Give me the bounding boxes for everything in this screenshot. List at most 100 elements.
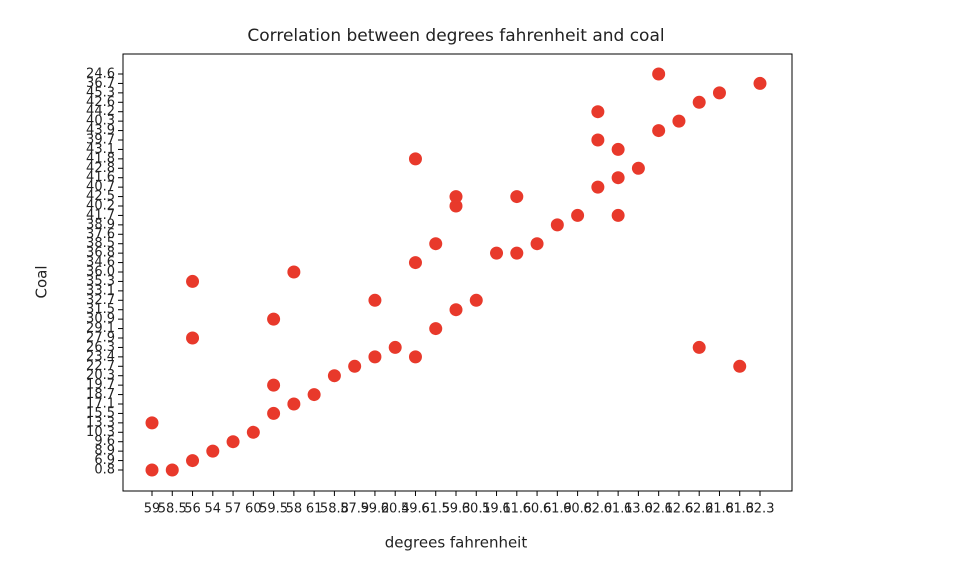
y-tick-label: 40.7 (86, 180, 115, 195)
y-tick-label: 10.3 (86, 425, 115, 440)
x-tick-label: 57 (225, 502, 242, 517)
point (327, 369, 341, 383)
point (186, 274, 200, 288)
x-tick-label: 61.6 (502, 502, 531, 517)
point (267, 312, 281, 326)
y-tick-label: 36.0 (86, 265, 115, 280)
x-tick-label: 60.6 (523, 502, 552, 517)
point (469, 293, 483, 307)
y-tick-label: 27.9 (86, 331, 115, 346)
y-tick-label: 37.6 (86, 227, 115, 242)
point (267, 378, 281, 392)
point (652, 124, 666, 138)
y-tick-label: 38.5 (86, 236, 115, 251)
y-tick-label: 42.8 (86, 161, 115, 176)
y-tick-label: 24.6 (86, 67, 115, 82)
point (408, 256, 422, 270)
x-tick-label: 60.1 (462, 502, 491, 517)
point (510, 190, 524, 204)
point (408, 152, 422, 166)
point (145, 416, 159, 430)
x-tick-label: 58.5 (158, 502, 187, 517)
x-tick-label: 58.8 (320, 502, 349, 517)
y-tick-label: 33.1 (86, 283, 115, 298)
x-tick-label: 59.6 (401, 502, 430, 517)
x-tick-label: 62.3 (746, 502, 775, 517)
y-tick-label: 9.6 (94, 434, 115, 449)
y-tick-label: 22.7 (86, 359, 115, 374)
point (611, 142, 625, 156)
point (449, 190, 463, 204)
y-tick-label: 32.7 (86, 293, 115, 308)
point (388, 340, 402, 354)
point (145, 463, 159, 477)
y-tick-label: 44.2 (86, 104, 115, 119)
x-tick-label: 61.5 (421, 502, 450, 517)
y-tick-label: 43.1 (86, 142, 115, 157)
y-tick-label: 36.8 (86, 246, 115, 261)
point (287, 397, 301, 411)
x-tick-label: 54 (205, 502, 222, 517)
y-tick-label: 23.4 (86, 349, 115, 364)
point (652, 67, 666, 81)
point (712, 86, 726, 100)
point (591, 133, 605, 147)
y-tick-label: 8.9 (94, 444, 115, 459)
x-tick-label: 58 (286, 502, 303, 517)
y-tick-label: 26.3 (86, 340, 115, 355)
x-tick-label: 61.3 (725, 502, 754, 517)
x-tick-label: 60 (245, 502, 262, 517)
y-tick-label: 17.1 (86, 397, 115, 412)
point (490, 246, 504, 260)
x-tick-label: 60.4 (381, 502, 410, 517)
x-tick-label: 56 (184, 502, 201, 517)
point (429, 322, 443, 336)
y-tick-label: 18.7 (86, 387, 115, 402)
y-tick-label: 41.6 (86, 170, 115, 185)
plot-frame (122, 53, 793, 492)
point (449, 199, 463, 213)
point (368, 350, 382, 364)
y-tick-label: 0.8 (94, 463, 115, 478)
point (692, 340, 706, 354)
x-tick-label: 61.9 (543, 502, 572, 517)
y-tick-label: 42.6 (86, 95, 115, 110)
x-tick-label: 61 (306, 502, 323, 517)
point (611, 208, 625, 222)
y-tick-label: 30.9 (86, 312, 115, 327)
point (692, 95, 706, 109)
point (246, 425, 260, 439)
point (186, 454, 200, 468)
y-tick-label: 45.3 (86, 85, 115, 100)
point (672, 114, 686, 128)
point (753, 76, 767, 90)
y-tick-label: 36.7 (86, 76, 115, 91)
x-tick-label: 61.1 (604, 502, 633, 517)
y-tick-label: 19.7 (86, 378, 115, 393)
point (226, 435, 240, 449)
x-tick-label: 62.0 (583, 502, 612, 517)
y-tick-label: 43.9 (86, 123, 115, 138)
y-tick-label: 20.3 (86, 368, 115, 383)
x-tick-label: 59.2 (360, 502, 389, 517)
x-tick-label: 59.3 (442, 502, 471, 517)
point (591, 180, 605, 194)
y-tick-label: 38.9 (86, 217, 115, 232)
point (165, 463, 179, 477)
point (530, 237, 544, 251)
point (267, 406, 281, 420)
x-tick-label: 62.1 (644, 502, 673, 517)
y-axis-label: Coal (33, 265, 51, 298)
x-tick-label: 60.8 (563, 502, 592, 517)
x-tick-label: 61.8 (705, 502, 734, 517)
point (287, 265, 301, 279)
point (550, 218, 564, 232)
x-tick-label: 63.0 (624, 502, 653, 517)
point (631, 161, 645, 175)
point (408, 350, 422, 364)
y-tick-label: 39.7 (86, 133, 115, 148)
y-tick-label: 6.9 (94, 453, 115, 468)
point (611, 171, 625, 185)
point (429, 237, 443, 251)
point (206, 444, 220, 458)
